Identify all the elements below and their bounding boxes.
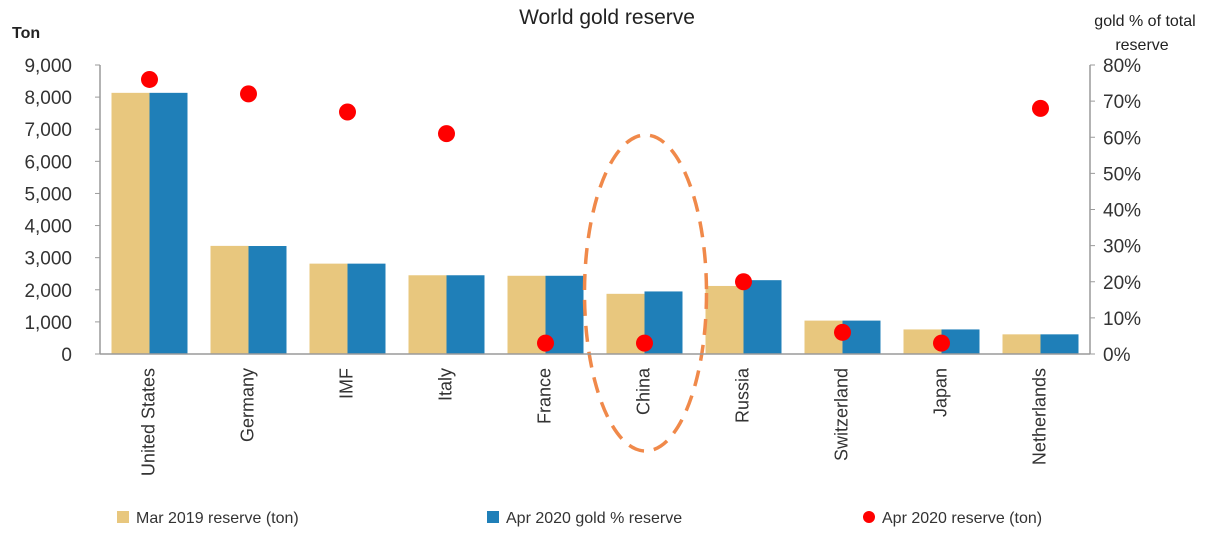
bar-mar-2019 <box>1002 334 1041 354</box>
dot-apr-2020 <box>240 85 257 103</box>
left-tick-label: 1,000 <box>24 313 72 334</box>
right-tick-label: 40% <box>1103 201 1141 222</box>
dot-apr-2020 <box>1032 99 1049 117</box>
right-tick-label: 60% <box>1103 128 1141 149</box>
annotation-ellipse <box>582 133 709 453</box>
bar-mar-2019 <box>111 92 150 354</box>
bar-apr-2020 <box>446 275 485 354</box>
bar-apr-2020 <box>149 92 188 354</box>
annotation-layer <box>582 133 709 453</box>
y2-axis-title-line1: gold % of total <box>1094 13 1195 30</box>
legend-swatch <box>117 511 129 523</box>
right-tick-label: 10% <box>1103 309 1141 330</box>
category-label: Germany <box>238 368 258 442</box>
left-tick-label: 8,000 <box>24 88 72 109</box>
right-y-axis: 0% 10% 20% 30% 40% 50% 60% 70% 80% <box>1089 56 1141 366</box>
bar-layer <box>111 92 1079 354</box>
legend-swatch <box>863 511 875 523</box>
right-tick-label: 50% <box>1103 164 1141 185</box>
dot-apr-2020 <box>735 273 752 291</box>
dot-apr-2020 <box>339 103 356 121</box>
dot-apr-2020 <box>537 334 554 352</box>
bar-mar-2019 <box>705 285 744 354</box>
right-tick-label: 30% <box>1103 237 1141 258</box>
category-label: Japan <box>931 368 951 417</box>
bar-mar-2019 <box>210 245 249 354</box>
bar-mar-2019 <box>309 263 348 354</box>
dot-apr-2020 <box>933 334 950 352</box>
bar-apr-2020 <box>347 263 386 354</box>
bar-apr-2020 <box>1040 334 1079 354</box>
dot-apr-2020 <box>438 125 455 143</box>
right-tick-label: 70% <box>1103 92 1141 113</box>
left-y-axis: 0 1,000 2,000 3,000 4,000 5,000 6,000 7,000 8,00… <box>24 56 101 366</box>
left-tick-label: 9,000 <box>24 56 72 77</box>
category-label: United States <box>139 368 159 476</box>
left-tick-label: 6,000 <box>24 152 72 173</box>
category-label: Russia <box>733 367 753 423</box>
bar-apr-2020 <box>248 246 287 354</box>
left-tick-label: 7,000 <box>24 120 72 141</box>
left-tick-label: 2,000 <box>24 281 72 302</box>
left-tick-label: 5,000 <box>24 184 72 205</box>
bar-apr-2020 <box>743 280 782 354</box>
category-label: Switzerland <box>832 368 852 461</box>
right-tick-label: 0% <box>1103 345 1131 366</box>
category-label: Netherlands <box>1030 368 1050 465</box>
legend-label: Mar 2019 reserve (ton) <box>136 510 299 527</box>
legend-label: Apr 2020 gold % reserve <box>506 510 682 527</box>
dot-layer <box>141 70 1049 352</box>
category-label: France <box>535 368 555 424</box>
dot-apr-2020 <box>834 323 851 341</box>
dot-apr-2020 <box>141 70 158 88</box>
bar-mar-2019 <box>408 275 447 354</box>
legend-label: Apr 2020 reserve (ton) <box>882 510 1042 527</box>
y-axis-title: Ton <box>12 25 40 42</box>
legend-swatch <box>487 511 499 523</box>
legend: Mar 2019 reserve (ton) Apr 2020 gold % re… <box>117 510 1042 527</box>
category-label: IMF <box>337 368 357 399</box>
category-label: Italy <box>436 368 456 401</box>
chart-title: World gold reserve <box>519 6 695 29</box>
left-tick-label: 3,000 <box>24 249 72 270</box>
category-labels: United States Germany IMF Italy France China R… <box>139 367 1050 476</box>
dot-apr-2020 <box>636 334 653 352</box>
category-label: China <box>634 367 654 415</box>
right-tick-label: 80% <box>1103 56 1141 77</box>
left-tick-label: 0 <box>61 345 72 366</box>
y2-axis-title-line2: reserve <box>1115 37 1168 54</box>
right-tick-label: 20% <box>1103 273 1141 294</box>
left-tick-label: 4,000 <box>24 217 72 238</box>
